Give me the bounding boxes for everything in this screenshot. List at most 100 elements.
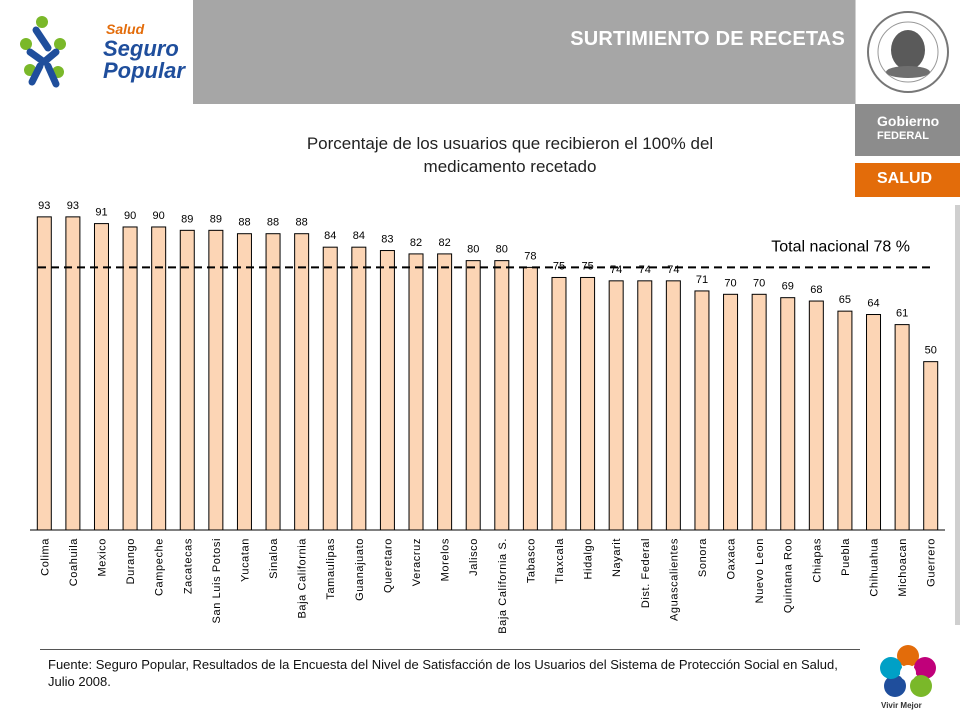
x-tick-label: Chihuahua — [869, 538, 881, 597]
data-label: 90 — [153, 210, 165, 222]
data-label: 74 — [667, 264, 679, 276]
x-tick-label: Campeche — [154, 538, 166, 596]
x-tick-label: Durango — [125, 538, 137, 584]
eagle-seal-icon — [867, 11, 949, 93]
data-label: 78 — [524, 250, 536, 262]
page-title: SURTIMIENTO DE RECETAS — [570, 28, 845, 50]
bar — [265, 233, 281, 531]
bar — [494, 260, 510, 531]
bar — [665, 280, 681, 531]
x-tick-label: Nayarit — [611, 538, 623, 577]
gobierno-federal-badge: Gobierno FEDERAL — [855, 104, 960, 156]
data-label: 89 — [181, 213, 193, 225]
data-label: 74 — [639, 264, 651, 276]
x-tick-label: Zacatecas — [182, 538, 194, 594]
footer-divider — [40, 649, 860, 650]
data-label: 83 — [381, 234, 393, 246]
data-label: 70 — [753, 277, 765, 289]
federal-label: FEDERAL — [877, 130, 929, 142]
data-label: 82 — [410, 237, 422, 249]
bar-chart: 93 Colima 93 Coahuila 91 Mexico 90 Durango 90 Cam… — [30, 200, 945, 634]
bar — [294, 233, 310, 531]
data-label: 50 — [925, 345, 937, 357]
x-tick-label: Aguascalientes — [668, 538, 680, 621]
x-tick-label: Quintana Roo — [783, 538, 795, 613]
data-label: 68 — [810, 284, 822, 296]
data-label: 80 — [467, 244, 479, 256]
data-label: 88 — [296, 217, 308, 229]
national-seal — [855, 0, 960, 104]
data-label: 64 — [867, 298, 879, 310]
chart-title-line1: Porcentaje de los usuarios que recibiero… — [306, 134, 714, 153]
x-tick-label: Sinaloa — [268, 538, 280, 579]
bar — [208, 229, 224, 531]
bar — [837, 310, 853, 531]
bar — [36, 216, 52, 531]
bar — [379, 250, 395, 531]
bar — [322, 246, 338, 531]
x-tick-label: Mexico — [96, 538, 108, 576]
data-label: 70 — [724, 277, 736, 289]
data-label: 93 — [67, 200, 79, 212]
x-tick-label: Michoacan — [897, 538, 909, 597]
data-label: 69 — [782, 281, 794, 293]
bar — [894, 324, 910, 531]
x-tick-label: Chiapas — [811, 538, 823, 583]
seguro-popular-logo: Salud Seguro Popular — [0, 0, 193, 104]
bar — [408, 253, 424, 531]
bar — [65, 216, 81, 531]
x-tick-label: Oaxaca — [726, 538, 738, 580]
bar — [751, 293, 767, 531]
x-tick-label: Guerrero — [926, 538, 938, 587]
bar — [723, 293, 739, 531]
reference-label: Total nacional 78 % — [771, 238, 910, 255]
chart-title-line2: medicamento recetado — [423, 157, 597, 176]
brand-line2: Seguro — [103, 36, 179, 61]
data-label: 88 — [238, 217, 250, 229]
brand-line3: Popular — [103, 58, 186, 83]
x-tick-label: Jalisco — [468, 538, 480, 576]
x-tick-label: Dist. Federal — [640, 538, 652, 608]
bar — [93, 223, 109, 531]
source-note: Fuente: Seguro Popular, Resultados de la… — [48, 657, 838, 689]
x-tick-label: Queretaro — [382, 538, 394, 593]
bar — [179, 229, 195, 531]
vivir-mejor-flower-icon: Vivir Mejor — [880, 645, 936, 710]
vivir-mejor-label: Vivir Mejor — [881, 701, 922, 710]
data-label: 84 — [353, 230, 365, 242]
x-tick-label: Veracruz — [411, 538, 423, 586]
bar — [122, 226, 138, 531]
header-bar: SURTIMIENTO DE RECETAS — [193, 0, 855, 104]
brand-line1: Salud — [106, 21, 145, 37]
data-label: 93 — [38, 200, 50, 212]
bar — [866, 314, 882, 531]
x-tick-label: Nuevo Leon — [754, 538, 766, 603]
data-label: 74 — [610, 264, 622, 276]
x-tick-label: Yucatan — [239, 538, 251, 582]
x-tick-label: Hidalgo — [583, 538, 595, 580]
gobierno-label: Gobierno — [877, 113, 940, 129]
data-label: 80 — [496, 244, 508, 256]
data-label: 65 — [839, 294, 851, 306]
x-tick-label: Puebla — [840, 538, 852, 576]
bar — [465, 260, 481, 531]
bar — [808, 300, 824, 531]
x-tick-label: Tamaulipas — [325, 538, 337, 600]
bar — [551, 276, 567, 531]
x-tick-label: Baja California S. — [497, 538, 509, 634]
vivir-mejor-logo: Vivir Mejor — [873, 640, 943, 710]
x-tick-label: Sonora — [697, 538, 709, 577]
bar — [608, 280, 624, 531]
bar — [236, 233, 252, 531]
data-label: 61 — [896, 308, 908, 320]
data-label: 88 — [267, 217, 279, 229]
data-label: 82 — [438, 237, 450, 249]
data-label: 90 — [124, 210, 136, 222]
x-tick-label: Tlaxcala — [554, 538, 566, 584]
bar — [522, 266, 538, 531]
x-tick-label: Colima — [39, 538, 51, 576]
logo-figures-icon: Salud Seguro Popular — [20, 16, 186, 88]
x-tick-label: Coahuila — [68, 538, 80, 587]
data-label: 89 — [210, 213, 222, 225]
chart-title: Porcentaje de los usuarios que recibiero… — [230, 132, 790, 178]
